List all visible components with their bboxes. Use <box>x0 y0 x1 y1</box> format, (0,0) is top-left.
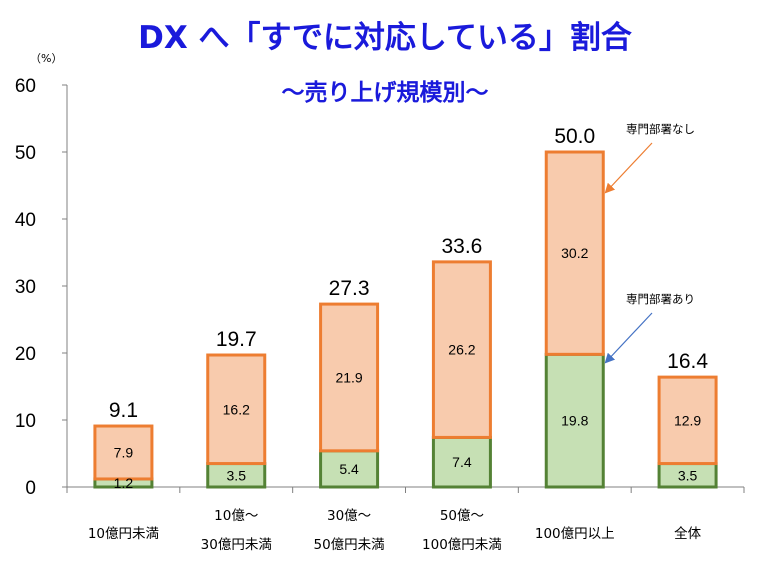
bar-segment-no-dept <box>544 150 605 356</box>
annotation-with-dept: 専門部署あり <box>626 292 695 306</box>
y-tick-label: 0 <box>25 478 36 499</box>
bar-segment-no-dept <box>93 424 154 481</box>
segment-value-label: 5.4 <box>339 461 359 477</box>
segment-value-label: 7.4 <box>452 454 472 470</box>
x-category-label: 50億円未満 <box>313 537 384 553</box>
segment-value-label: 19.8 <box>561 413 588 429</box>
segment-value-label: 7.9 <box>114 444 134 460</box>
labels-group: 1.2 7.9 9.1 3.5 16.2 19.7 5.4 21.9 27.3 7.4 26.2 33… <box>109 125 709 491</box>
bar-segment-no-dept <box>431 260 492 439</box>
bar-total-label: 9.1 <box>109 399 138 422</box>
segment-value-label: 1.2 <box>114 475 134 491</box>
y-tick-label: 30 <box>15 277 36 298</box>
y-unit-label: （%） <box>30 52 62 65</box>
bar-total-label: 33.6 <box>441 235 482 258</box>
bar-total-label: 27.3 <box>329 277 370 300</box>
annotation-arrow-with-dept <box>604 312 653 364</box>
y-tick-label: 10 <box>15 411 36 432</box>
segment-value-label: 3.5 <box>227 467 247 483</box>
category-labels: 10億円未満 10億～ 30億円未満 30億～ 50億円未満 50億～ 100億円未満 100… <box>88 508 702 553</box>
x-category-label: 10億～ <box>214 508 258 524</box>
y-tick-label: 60 <box>15 76 36 97</box>
x-category-label: 30億円未満 <box>201 537 272 553</box>
y-tick-label: 20 <box>15 344 36 365</box>
segment-value-label: 21.9 <box>335 369 362 385</box>
segment-value-label: 12.9 <box>674 412 701 428</box>
y-tick-label: 40 <box>15 210 36 231</box>
bar-segment-no-dept <box>319 302 380 453</box>
x-category-label: 100億円未満 <box>422 537 502 553</box>
bar-total-label: 16.4 <box>667 350 708 373</box>
annotation-arrow-no-dept <box>604 142 653 194</box>
x-category-label: 全体 <box>674 525 701 542</box>
bar-segment-with-dept <box>319 449 380 489</box>
annotation-no-dept: 専門部署なし <box>626 122 695 136</box>
bar-total-label: 50.0 <box>554 125 595 148</box>
bar-segment-with-dept <box>544 352 605 489</box>
x-category-label: 100億円以上 <box>535 526 615 542</box>
bar-segment-no-dept <box>657 375 718 466</box>
chart-subtitle: ～売り上げ規模別～ <box>282 80 489 106</box>
bar-segment-no-dept <box>206 353 267 466</box>
segment-value-label: 26.2 <box>448 342 475 358</box>
bar-total-label: 19.7 <box>216 328 257 351</box>
segment-value-label: 16.2 <box>223 401 250 417</box>
segment-value-label: 30.2 <box>561 245 588 261</box>
chart-title: DX へ「すでに対応している」割合 <box>138 20 632 56</box>
x-category-label: 30億～ <box>327 508 371 524</box>
x-category-label: 10億円未満 <box>88 526 159 542</box>
y-axis: 0 10 20 30 40 50 60 <box>15 76 745 499</box>
x-category-label: 50億～ <box>440 508 484 524</box>
segment-value-label: 3.5 <box>678 467 698 483</box>
bars-group <box>93 150 718 489</box>
y-tick-label: 50 <box>15 143 36 164</box>
